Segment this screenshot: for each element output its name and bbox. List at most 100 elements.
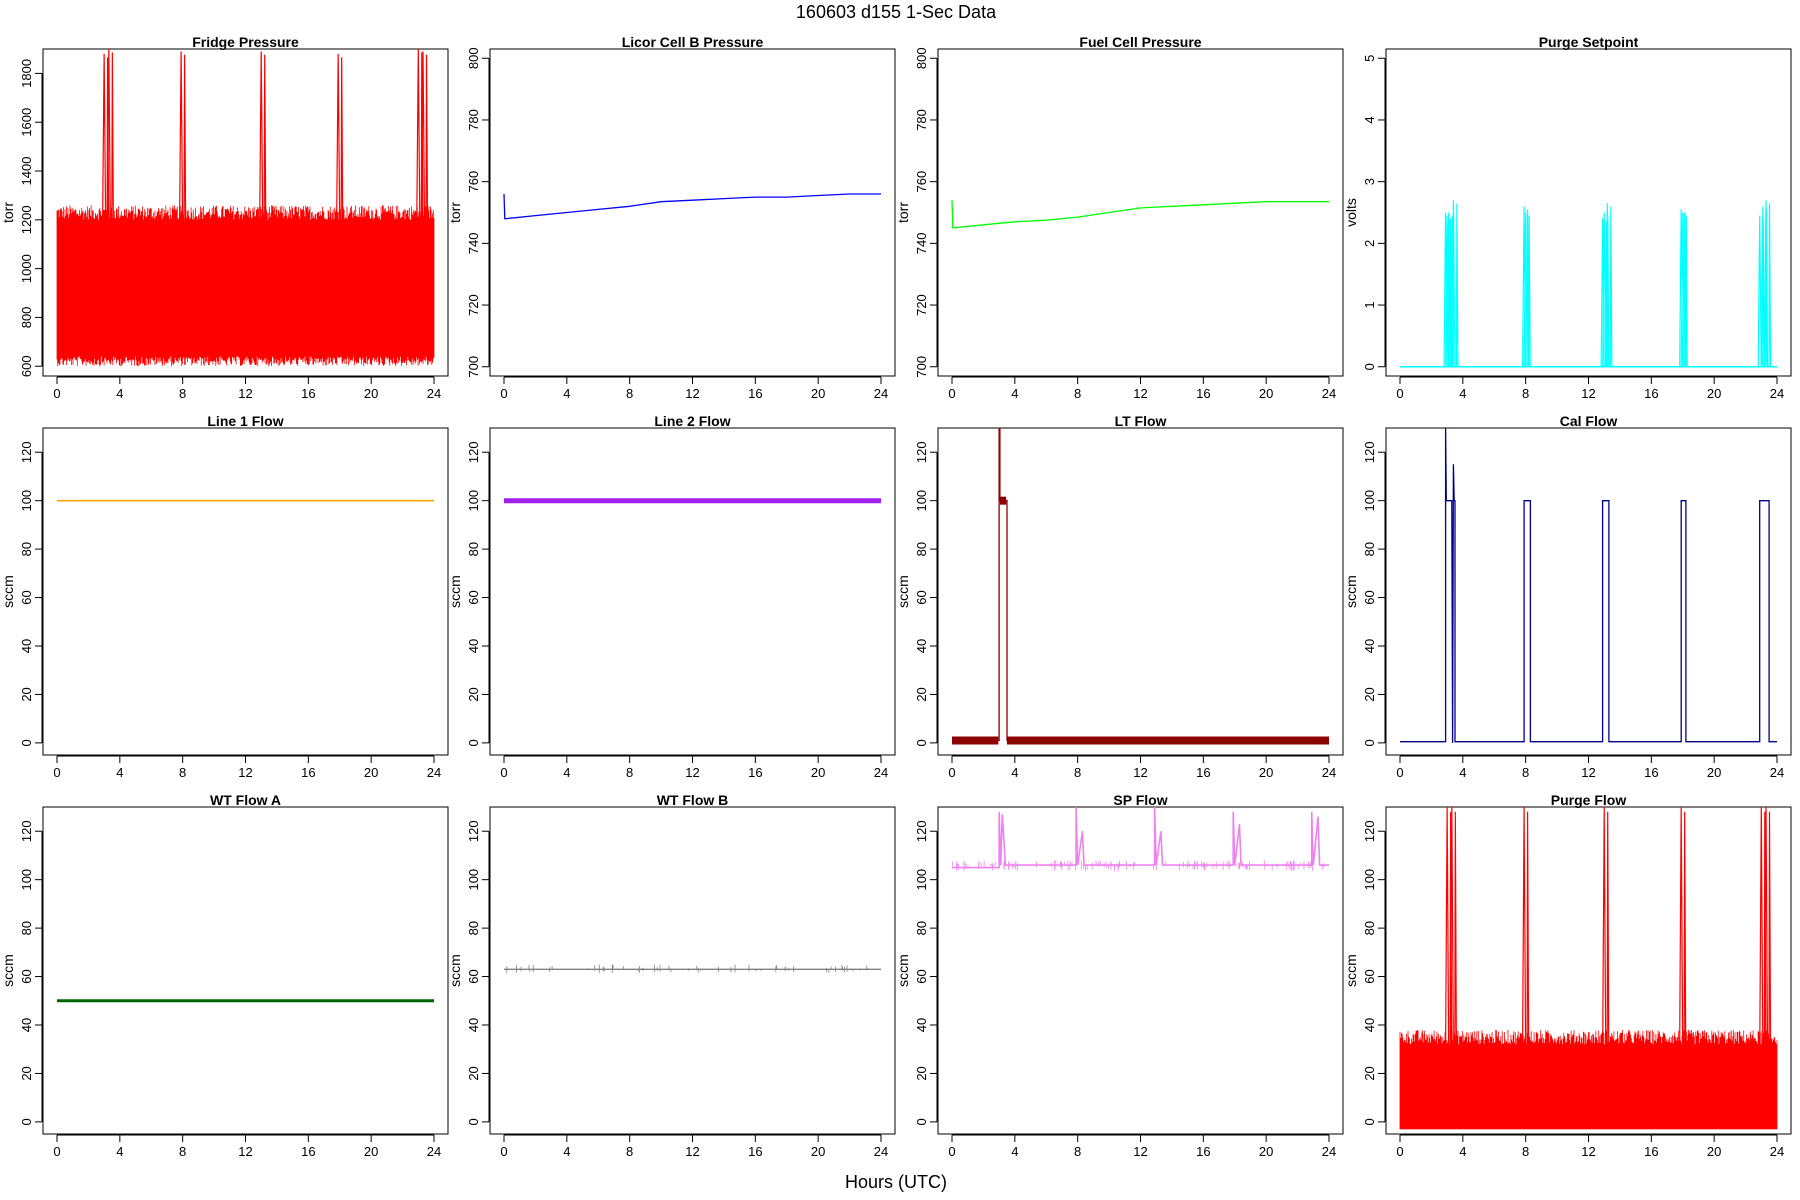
series-spike: [1679, 807, 1687, 1045]
x-tick-label: 8: [1074, 1144, 1081, 1159]
x-tick-label: 16: [1196, 1144, 1210, 1159]
y-tick-label: 120: [466, 441, 481, 463]
y-tick-label: 80: [19, 921, 34, 935]
figure-title: 160603 d155 1-Sec Data: [796, 2, 997, 22]
y-tick-label: 1600: [19, 108, 34, 137]
x-tick-label: 0: [948, 1144, 955, 1159]
panel-title: LT Flow: [1115, 413, 1167, 429]
panel-wtb: WT Flow B sccm 0 20 40 60 80 100 120 0 4 8 12 16 20 24: [447, 792, 896, 1159]
y-tick-label: 20: [1362, 687, 1377, 701]
series-spike: [1763, 807, 1772, 1045]
x-tick-label: 0: [500, 765, 507, 780]
panel-lt: LT Flow sccm 0 20 40 60 80 100 120 0 4 8 12 16 20 24: [895, 413, 1344, 780]
y-tick-label: 40: [466, 1018, 481, 1032]
y-tick-label: 700: [466, 356, 481, 378]
x-tick-label: 0: [1396, 386, 1403, 401]
x-tick-label: 24: [1770, 765, 1784, 780]
y-tick-label: 100: [1362, 490, 1377, 512]
plot-frame: [42, 427, 449, 756]
y-tick-label: 4: [1362, 116, 1377, 123]
x-tick-label: 0: [53, 1144, 60, 1159]
x-tick-label: 0: [500, 1144, 507, 1159]
y-tick-label: 80: [1362, 542, 1377, 556]
y-tick-label: 100: [914, 490, 929, 512]
x-tick-label: 4: [1459, 765, 1466, 780]
panel-purge_flow: Purge Flow sccm 0 20 40 60 80 100 120 0 4 8 12 16 20 24: [1343, 792, 1792, 1159]
panel-sp: SP Flow sccm 0 20 40 60 80 100 120 0 4 8 12 16 20 24: [895, 792, 1344, 1159]
panel-title: Purge Setpoint: [1539, 34, 1639, 50]
x-tick-label: 8: [1522, 386, 1529, 401]
plot-frame: [937, 48, 1344, 377]
panel-title: Fridge Pressure: [192, 34, 299, 50]
y-tick-label: 20: [19, 1066, 34, 1080]
x-tick-label: 4: [1011, 765, 1018, 780]
y-tick-label: 1: [1362, 301, 1377, 308]
panel-title: Line 1 Flow: [207, 413, 283, 429]
panel-grid: Fridge Pressuretorr600800100012001400160…: [0, 34, 1792, 1159]
series-spike: [1449, 807, 1457, 1045]
y-tick-label: 40: [1362, 1018, 1377, 1032]
series-line: [951, 200, 1329, 229]
series-noise: [952, 860, 1326, 872]
panel-title: WT Flow B: [657, 792, 729, 808]
x-tick-label: 20: [364, 765, 378, 780]
x-tick-label: 0: [1396, 765, 1403, 780]
y-tick-label: 100: [466, 869, 481, 891]
x-tick-label: 24: [1770, 1144, 1784, 1159]
y-tick-label: 1800: [19, 59, 34, 88]
series-spike: [1451, 200, 1459, 367]
data-layer: [951, 200, 1329, 229]
panel-title: Cal Flow: [1560, 413, 1618, 429]
x-tick-label: 4: [1011, 1144, 1018, 1159]
y-tick-label: 700: [914, 356, 929, 378]
x-tick-label: 16: [1644, 1144, 1658, 1159]
panel-title: Licor Cell B Pressure: [622, 34, 764, 50]
y-tick-label: 120: [19, 820, 34, 842]
x-tick-label: 24: [1322, 386, 1336, 401]
y-tick-label: 80: [466, 542, 481, 556]
series-noise: [56, 205, 435, 367]
y-axis-label: sccm: [1343, 954, 1359, 987]
plot-frame: [937, 806, 1344, 1135]
x-tick-label: 0: [1396, 1144, 1403, 1159]
panel-wta: WT Flow A sccm 0 20 40 60 80 100 120 0 4 8 12 16 20 24: [0, 792, 449, 1159]
x-tick-label: 12: [685, 386, 699, 401]
x-tick-label: 12: [1581, 765, 1595, 780]
x-tick-label: 8: [626, 765, 633, 780]
panel-cal: Cal Flow sccm 0 20 40 60 80 100 120 0 4 8 12 16 20 24: [1343, 413, 1792, 780]
y-tick-label: 40: [466, 639, 481, 653]
y-tick-label: 60: [19, 969, 34, 983]
x-tick-label: 20: [811, 765, 825, 780]
x-tick-label: 4: [563, 765, 570, 780]
y-tick-label: 40: [1362, 639, 1377, 653]
series-spike: [178, 51, 187, 220]
x-tick-label: 20: [364, 386, 378, 401]
x-tick-label: 16: [748, 386, 762, 401]
x-tick-label: 0: [53, 765, 60, 780]
y-tick-label: 120: [466, 820, 481, 842]
y-tick-label: 40: [914, 639, 929, 653]
y-tick-label: 760: [914, 171, 929, 193]
y-tick-label: 60: [19, 590, 34, 604]
y-tick-label: 20: [914, 1066, 929, 1080]
x-tick-label: 20: [811, 386, 825, 401]
x-tick-label: 0: [500, 386, 507, 401]
panel-fuel: Fuel Cell Pressure torr 700 720 740 760 780 800…: [895, 34, 1344, 401]
x-tick-label: 12: [1133, 765, 1147, 780]
plot-frame: [489, 48, 896, 377]
x-tick-label: 24: [874, 765, 888, 780]
x-tick-label: 24: [427, 765, 441, 780]
panel-licor: Licor Cell B Pressure torr 700 720 740 760 780…: [447, 34, 896, 401]
plot-frame: [42, 48, 449, 377]
x-tick-label: 12: [1581, 386, 1595, 401]
y-tick-label: 1000: [19, 254, 34, 283]
y-tick-label: 120: [1362, 441, 1377, 463]
y-tick-label: 40: [914, 1018, 929, 1032]
data-layer: [1399, 807, 1778, 1130]
y-axis-label: volts: [1343, 198, 1359, 227]
y-tick-label: 100: [466, 490, 481, 512]
data-layer: [504, 964, 881, 973]
x-tick-label: 4: [116, 386, 123, 401]
